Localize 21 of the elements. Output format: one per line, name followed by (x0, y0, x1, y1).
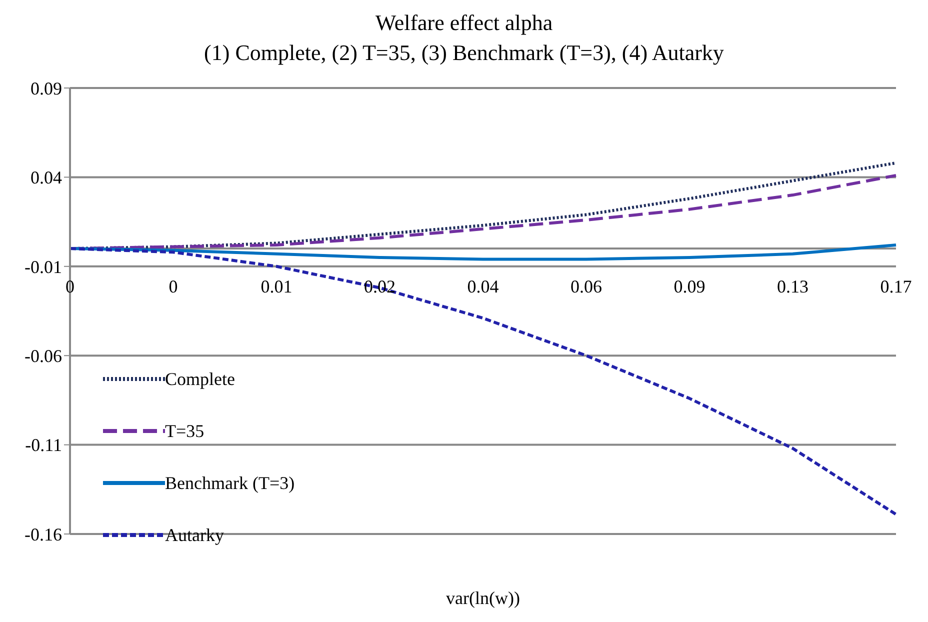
y-tick-label: -0.16 (24, 524, 62, 544)
legend-label: T=35 (165, 420, 204, 442)
x-tick-label: 0.09 (674, 276, 706, 297)
x-axis-title: var(ln(w)) (446, 588, 520, 608)
y-tick-label: 0.04 (30, 168, 62, 188)
x-tick-label: 0 (168, 276, 178, 297)
x-tick-label: 0.04 (467, 276, 499, 297)
x-tick-label: 0.13 (777, 276, 808, 297)
y-tick-label: 0.09 (30, 78, 62, 98)
x-tick-label: 0.01 (260, 276, 292, 297)
y-tick-label: -0.01 (24, 256, 62, 277)
x-tick-label: 0.17 (880, 276, 912, 297)
legend-label: Autarky (165, 524, 224, 546)
x-tick-label: 0 (66, 276, 74, 297)
y-tick-label: -0.06 (24, 346, 62, 366)
legend-label: Benchmark (T=3) (165, 472, 295, 494)
legend-label: Complete (165, 368, 235, 390)
y-tick-label: -0.11 (25, 435, 62, 456)
chart-title: Welfare effect alpha (374, 9, 554, 37)
chart-subtitle: (1) Complete, (2) T=35, (3) Benchmark (T=3), (4) Autarky (203, 39, 725, 67)
x-tick-label: 0.06 (570, 276, 602, 297)
